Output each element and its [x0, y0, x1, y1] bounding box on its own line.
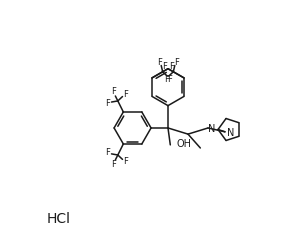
Text: F: F: [106, 148, 111, 157]
Text: OH: OH: [176, 139, 191, 149]
Text: F: F: [124, 157, 128, 166]
Text: N: N: [208, 124, 215, 135]
Text: F: F: [174, 58, 179, 67]
Text: N: N: [227, 128, 235, 138]
Text: F: F: [157, 58, 162, 67]
Text: HCl: HCl: [46, 212, 70, 226]
Text: F: F: [111, 159, 116, 169]
Text: F: F: [106, 99, 111, 108]
Text: F: F: [124, 90, 128, 99]
Text: F: F: [164, 75, 169, 84]
Text: F: F: [169, 62, 174, 71]
Text: F: F: [167, 75, 172, 84]
Text: F: F: [111, 87, 116, 96]
Text: F: F: [162, 62, 167, 71]
